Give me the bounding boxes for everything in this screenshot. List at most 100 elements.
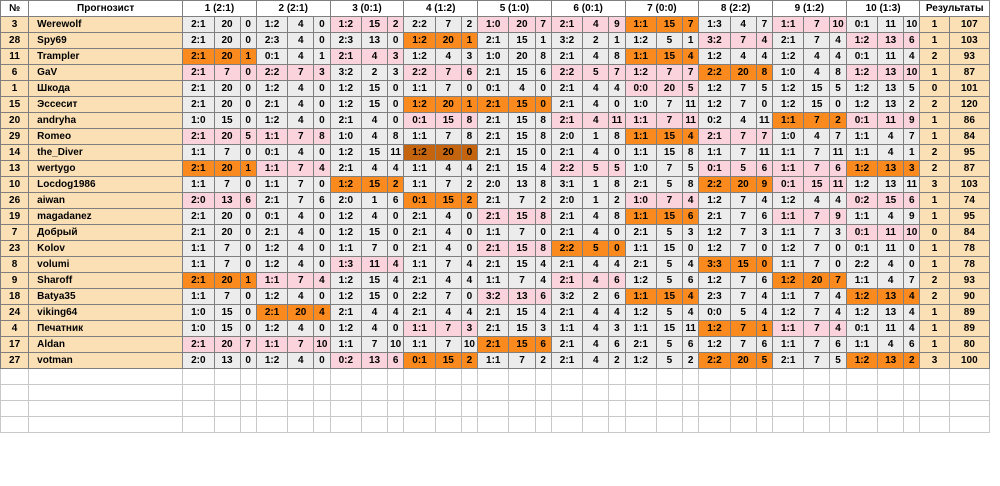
result-wins: 3	[919, 352, 950, 369]
prediction-total: 4	[313, 272, 331, 289]
prediction-score: 1:0	[329, 128, 363, 145]
prediction-total: 0	[313, 32, 331, 49]
row-number: 19	[0, 208, 30, 225]
empty-cell	[803, 384, 831, 401]
prediction-total: 6	[903, 192, 921, 209]
prediction-score: 1:2	[329, 272, 363, 289]
prediction-score: 1:1	[182, 240, 215, 257]
prediction-score: 1:1	[624, 240, 657, 257]
prediction-score: 2:1	[624, 176, 657, 193]
empty-cell	[624, 416, 657, 433]
result-total: 120	[948, 96, 991, 113]
prediction-total: 2	[460, 16, 479, 33]
prediction-total: 0	[903, 256, 921, 273]
prediction-total: 0	[313, 112, 331, 129]
result-total: 89	[948, 304, 991, 321]
empty-cell	[361, 416, 389, 433]
prediction-points: 5	[655, 32, 683, 49]
prediction-points: 7	[213, 288, 241, 305]
empty-row	[0, 368, 991, 385]
empty-cell	[460, 368, 479, 385]
empty-cell	[698, 400, 731, 417]
prediction-total: 8	[460, 112, 479, 129]
row-number: 26	[0, 192, 30, 209]
empty-cell	[803, 400, 831, 417]
prediction-total: 0	[534, 144, 552, 161]
prediction-points: 7	[361, 336, 389, 353]
prediction-total: 0	[239, 176, 257, 193]
table-row: 17 Aldan 2:1 20 7 1:1 7 10 1:1 7 10 1:1 7 10 2:1 15 6 2:1…	[0, 336, 991, 353]
prediction-total: 8	[681, 144, 700, 161]
prediction-score: 1:2	[329, 176, 363, 193]
prediction-total: 7	[608, 64, 626, 81]
prediction-total: 0	[608, 224, 626, 241]
prediction-score: 1:1	[845, 336, 879, 353]
empty-cell	[771, 384, 805, 401]
prediction-score: 0:0	[698, 304, 731, 321]
prediction-score: 1:1	[624, 288, 657, 305]
result-wins: 2	[919, 48, 950, 65]
prediction-score: 1:1	[771, 160, 805, 177]
prediction-score: 1:1	[329, 240, 363, 257]
prediction-points: 15	[508, 304, 536, 321]
result-wins: 1	[919, 64, 950, 81]
prediction-score: 2:1	[477, 96, 510, 113]
row-number: 23	[0, 240, 30, 257]
prediction-points: 15	[434, 112, 462, 129]
prediction-score: 1:0	[771, 128, 805, 145]
prediction-score: 1:2	[771, 96, 805, 113]
prediction-points: 15	[803, 96, 831, 113]
prediction-score: 1:2	[255, 320, 289, 337]
prediction-total: 10	[387, 336, 405, 353]
prediction-total: 1	[755, 320, 773, 337]
empty-cell	[877, 384, 905, 401]
prediction-score: 2:3	[329, 32, 363, 49]
prediction-points: 5	[655, 176, 683, 193]
empty-cell	[28, 400, 184, 417]
prediction-points: 15	[655, 208, 683, 225]
prediction-total: 6	[755, 272, 773, 289]
empty-cell	[845, 368, 879, 385]
empty-cell	[845, 384, 879, 401]
prediction-score: 1:0	[624, 96, 657, 113]
row-number: 18	[0, 288, 30, 305]
prediction-points: 4	[361, 112, 389, 129]
prediction-total: 8	[608, 176, 626, 193]
empty-row	[0, 400, 991, 417]
prediction-total: 7	[239, 336, 257, 353]
result-total: 78	[948, 256, 991, 273]
prediction-points: 20	[287, 304, 315, 321]
empty-cell	[434, 384, 462, 401]
prediction-score: 1:2	[698, 320, 731, 337]
empty-cell	[655, 384, 683, 401]
prediction-score: 0:2	[845, 192, 879, 209]
prediction-total: 11	[387, 144, 405, 161]
prediction-total: 6	[608, 272, 626, 289]
prediction-score: 1:2	[845, 304, 879, 321]
prediction-score: 2:1	[477, 64, 510, 81]
prediction-total: 4	[313, 304, 331, 321]
prediction-total: 0	[460, 224, 479, 241]
prediction-points: 7	[803, 112, 831, 129]
prediction-points: 4	[287, 224, 315, 241]
table-row: 26 aiwan 2:0 13 6 2:1 7 6 2:0 1 6 0:1 15 2 2:1 7 2 2:0 1 2 1…	[0, 192, 991, 209]
empty-cell	[403, 368, 436, 385]
result-total: 78	[948, 240, 991, 257]
prediction-points: 7	[803, 240, 831, 257]
empty-cell	[403, 400, 436, 417]
prediction-total: 0	[534, 96, 552, 113]
prediction-total: 4	[903, 48, 921, 65]
prediction-total: 0	[239, 256, 257, 273]
prediction-total: 0	[387, 112, 405, 129]
empty-cell	[755, 384, 773, 401]
result-wins: 1	[919, 336, 950, 353]
prediction-points: 15	[508, 256, 536, 273]
empty-cell	[434, 400, 462, 417]
prediction-score: 1:0	[477, 16, 510, 33]
prediction-points: 20	[213, 48, 241, 65]
empty-cell	[213, 368, 241, 385]
prediction-score: 2:2	[550, 240, 584, 257]
prediction-total: 9	[903, 112, 921, 129]
prediction-points: 4	[582, 304, 610, 321]
prediction-total: 8	[534, 48, 552, 65]
